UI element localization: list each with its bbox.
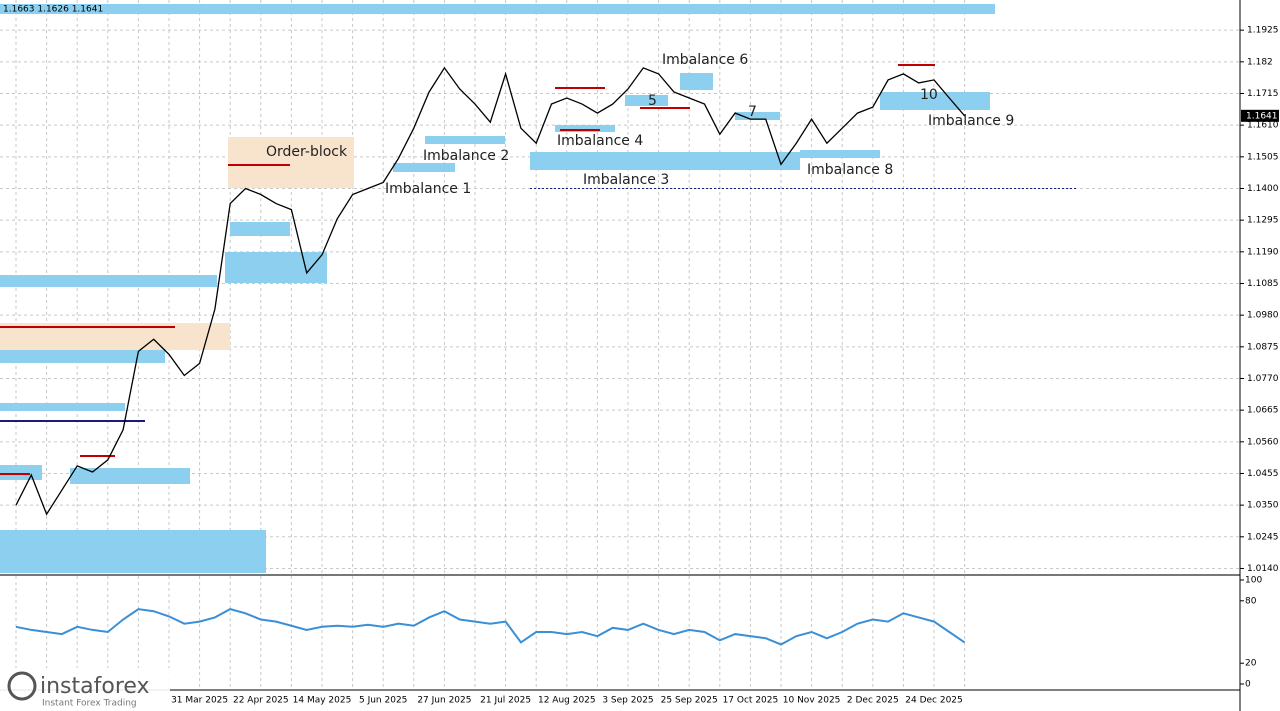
x-tick-label: 14 May 2025: [293, 696, 352, 706]
zone: [70, 468, 190, 484]
annotation: Imbalance 6: [662, 52, 748, 68]
zone: [0, 403, 125, 411]
y-tick-label: 1.1925: [1247, 26, 1279, 36]
zone: [0, 4, 995, 14]
annotation: Imbalance 3: [583, 172, 669, 188]
x-tick-label: 21 Jul 2025: [480, 696, 531, 706]
y-tick-label: 1.1190: [1247, 247, 1279, 257]
y-tick-label: 1.1295: [1247, 216, 1279, 226]
zone: [555, 125, 615, 132]
zone: [228, 137, 354, 188]
zone: [0, 530, 266, 573]
price-line: [15, 66, 966, 516]
zone: [425, 136, 505, 144]
y-tick-label: 1.0665: [1247, 406, 1279, 416]
ohlc-header: 1.1663 1.1626 1.1641: [3, 5, 103, 15]
logo: instaforex Instant Forex Trading: [0, 668, 170, 711]
zone: [0, 465, 42, 480]
y-tick-label: 1.1715: [1247, 89, 1279, 99]
y-tick-label: 1.0560: [1247, 437, 1279, 447]
x-tick-label: 24 Dec 2025: [905, 696, 963, 706]
zone: [800, 150, 880, 158]
zone: [0, 275, 217, 287]
y-tick-label: 1.0455: [1247, 469, 1279, 479]
x-tick-label: 10 Nov 2025: [783, 696, 841, 706]
zone: [230, 222, 290, 236]
oscillator-line: [15, 608, 966, 646]
zone: [393, 163, 455, 172]
zone: [225, 252, 327, 283]
annotation: 5: [648, 93, 657, 109]
y-tick-label: 1.1085: [1247, 279, 1279, 289]
plot: Order-block Imbalance 1 Imbalance 2 Imbalan…: [15, 52, 1078, 646]
annotation: Order-block: [266, 144, 348, 160]
last-price-label: 1.1641: [1246, 111, 1278, 121]
annotation: Imbalance 8: [807, 162, 893, 178]
x-tick-label: 2 Dec 2025: [847, 696, 899, 706]
y-tick-label: 1.0770: [1247, 374, 1279, 384]
x-tick-label: 3 Sep 2025: [602, 696, 653, 706]
y-tick-label: 0: [1245, 680, 1251, 690]
zone: [0, 347, 165, 363]
annotation: 7: [748, 104, 757, 120]
x-tick-label: 31 Mar 2025: [171, 696, 228, 706]
x-tick-label: 12 Aug 2025: [538, 696, 596, 706]
annotation: Imbalance 4: [557, 133, 643, 149]
y-tick-label: 100: [1245, 576, 1262, 586]
y-tick-label: 80: [1245, 596, 1257, 606]
annotation: Imbalance 1: [385, 181, 471, 197]
zone: [735, 112, 780, 120]
y-tick-label: 1.0350: [1247, 501, 1279, 511]
zone: [880, 92, 990, 110]
y-tick-label: 1.0245: [1247, 532, 1279, 542]
y-tick-label: 1.1400: [1247, 184, 1279, 194]
y-tick-label: 1.0980: [1247, 311, 1279, 321]
y-tick-label: 1.1610: [1247, 121, 1279, 131]
zones: [0, 4, 995, 573]
logo-icon: [7, 671, 37, 701]
annotation: Imbalance 9: [928, 113, 1014, 129]
zone: [530, 152, 800, 170]
x-tick-label: 5 Jun 2025: [359, 696, 407, 706]
y-tick-label: 1.0875: [1247, 342, 1279, 352]
x-tick-label: 17 Oct 2025: [723, 696, 779, 706]
y-tick-label: 20: [1245, 659, 1257, 669]
y-tick-label: 1.182: [1247, 57, 1273, 67]
y-tick-label: 1.0140: [1247, 564, 1279, 574]
zone: [680, 73, 713, 90]
x-tick-label: 25 Sep 2025: [661, 696, 718, 706]
x-tick-label: 22 Apr 2025: [233, 696, 289, 706]
logo-tagline: Instant Forex Trading: [42, 699, 137, 709]
y-tick-label: 1.1505: [1247, 152, 1279, 162]
annotation: Imbalance 2: [423, 148, 509, 164]
last-price-tag: [1241, 109, 1279, 122]
x-tick-label: 27 Jun 2025: [417, 696, 471, 706]
annotation: 10: [920, 87, 938, 103]
zone: [625, 95, 668, 106]
logo-name: instaforex: [40, 674, 150, 699]
